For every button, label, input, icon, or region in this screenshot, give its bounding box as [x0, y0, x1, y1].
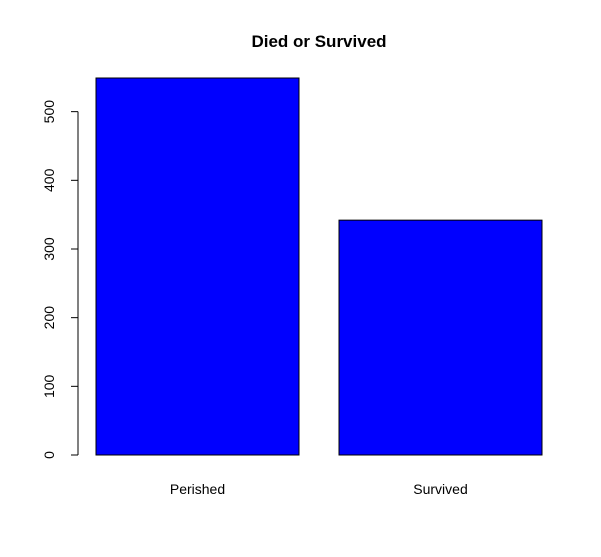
y-tick-label-500: 500	[41, 100, 57, 124]
x-label-perished: Perished	[170, 481, 225, 497]
bar-survived	[338, 219, 543, 456]
y-tick-label-400: 400	[41, 168, 57, 192]
y-tick-label-0: 0	[41, 451, 57, 459]
bar-perished	[95, 77, 300, 456]
y-axis: 0 100 200 300 400 500	[41, 100, 79, 459]
bars	[95, 77, 543, 456]
y-tick-label-300: 300	[41, 237, 57, 261]
x-axis-labels: Perished Survived	[170, 481, 468, 497]
x-label-survived: Survived	[413, 481, 467, 497]
y-tick-label-100: 100	[41, 374, 57, 398]
y-tick-label-200: 200	[41, 306, 57, 330]
chart-title: Died or Survived	[251, 32, 386, 51]
